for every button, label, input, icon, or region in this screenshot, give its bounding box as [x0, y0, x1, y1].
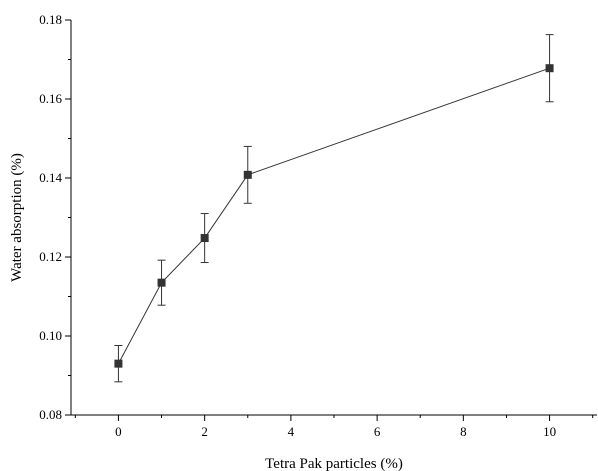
- y-tick-label: 0.10: [39, 328, 62, 343]
- ticks: 0 2 4 6 8 10 0.08 0.10 0.12 0.14 0.16 0.18: [39, 12, 594, 439]
- y-tick-label: 0.08: [39, 407, 62, 422]
- data-point: [200, 234, 209, 243]
- y-tick-label: 0.12: [39, 249, 62, 264]
- y-axis-label: Water absorption (%): [9, 153, 25, 282]
- series-line: [117, 67, 550, 364]
- data-point: [243, 170, 252, 179]
- y-tick-label: 0.18: [39, 12, 62, 27]
- data-point: [114, 359, 123, 368]
- data-marks: [114, 34, 554, 383]
- x-tick-label: 10: [543, 424, 556, 439]
- data-point: [545, 64, 554, 73]
- data-point: [157, 278, 166, 287]
- x-tick-label: 6: [374, 424, 381, 439]
- y-tick-label: 0.16: [39, 91, 62, 106]
- x-axis-label: Tetra Pak particles (%): [265, 456, 403, 471]
- x-tick-label: 4: [288, 424, 295, 439]
- y-tick-label: 0.14: [39, 170, 62, 185]
- x-tick-label: 8: [460, 424, 467, 439]
- x-tick-label: 2: [201, 424, 208, 439]
- x-tick-label: 0: [115, 424, 122, 439]
